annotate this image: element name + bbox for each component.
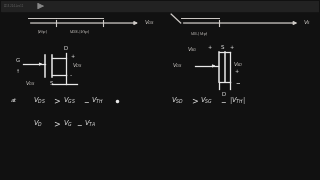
Text: $-$: $-$ (76, 121, 83, 127)
Text: VGS-|Vtp|: VGS-|Vtp| (69, 30, 90, 34)
Text: $V_D$: $V_D$ (33, 119, 43, 129)
Text: +: + (230, 45, 234, 50)
Text: +: + (70, 54, 74, 59)
Text: $-$: $-$ (220, 98, 227, 104)
Text: $V_{GS}$: $V_{GS}$ (63, 96, 76, 106)
Bar (1, 1, 319, 11)
Text: $V_G$: $V_G$ (63, 119, 73, 129)
Text: at: at (10, 98, 16, 103)
Text: >: > (53, 120, 60, 129)
Text: |Vtp|: |Vtp| (37, 30, 47, 34)
Text: $V_{SD}$: $V_{SD}$ (171, 96, 184, 106)
Text: D: D (221, 92, 226, 97)
Text: G: G (16, 58, 20, 63)
Text: >: > (53, 96, 60, 105)
Text: $V_{TH}$: $V_{TH}$ (91, 96, 104, 106)
Text: $V_{GS}$: $V_{GS}$ (144, 18, 155, 27)
Text: $V_{SD}$: $V_{SD}$ (233, 60, 244, 69)
Text: $-$: $-$ (83, 98, 90, 104)
Text: +: + (207, 45, 212, 50)
Text: -: - (70, 74, 72, 79)
Text: >: > (191, 96, 197, 105)
Text: $V_{SG}$: $V_{SG}$ (187, 45, 198, 54)
Text: $V_{DS}$: $V_{DS}$ (33, 96, 45, 106)
Text: $V_{GS}$: $V_{GS}$ (25, 79, 35, 88)
Text: $V_{DS}$: $V_{DS}$ (72, 61, 83, 70)
Text: $V_{TA}$: $V_{TA}$ (84, 119, 97, 129)
Text: $V_{GS}$-|Vtp|: $V_{GS}$-|Vtp| (190, 30, 209, 38)
Text: S: S (220, 45, 224, 50)
Text: ↑: ↑ (16, 69, 20, 74)
Text: $-$: $-$ (235, 80, 241, 85)
Text: $V_{SG}$: $V_{SG}$ (200, 96, 213, 106)
Text: $|V_{TH}|$: $|V_{TH}|$ (228, 95, 245, 106)
Text: S: S (50, 81, 53, 86)
Text: 2015.224-Lec11: 2015.224-Lec11 (4, 4, 24, 8)
Text: D: D (64, 46, 68, 51)
Text: $V_S$: $V_S$ (303, 18, 311, 27)
Text: $V_{GS}$: $V_{GS}$ (172, 61, 182, 70)
Text: +: + (235, 69, 239, 74)
